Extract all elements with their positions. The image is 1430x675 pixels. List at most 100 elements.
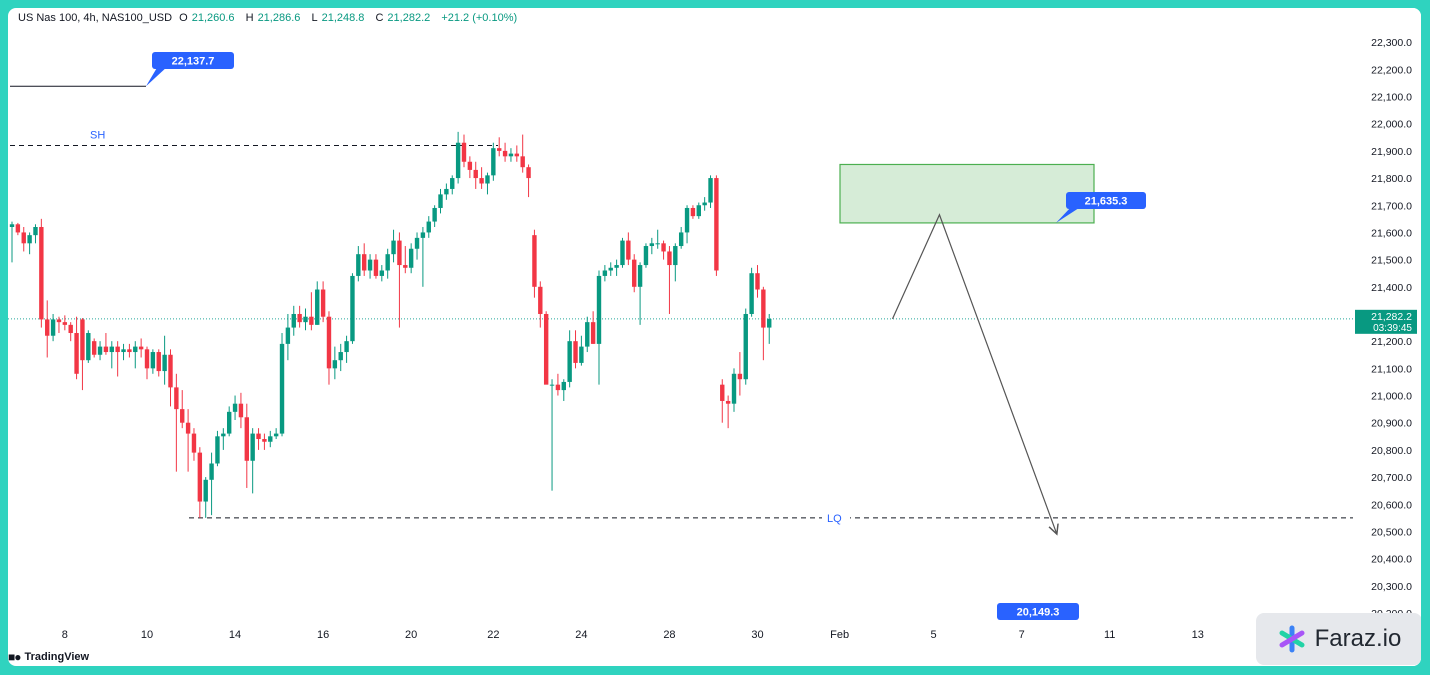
candle bbox=[97, 341, 103, 361]
candle bbox=[561, 379, 566, 401]
candle bbox=[297, 305, 302, 328]
candle-body bbox=[156, 352, 161, 372]
price-callout-21635-text: 21,635.3 bbox=[1085, 196, 1128, 208]
candle-body bbox=[203, 479, 208, 502]
candle-body bbox=[226, 411, 232, 434]
candle-body bbox=[450, 178, 455, 189]
candle-body bbox=[209, 463, 214, 480]
candle bbox=[56, 316, 62, 334]
candle-body bbox=[497, 148, 502, 151]
y-tick-label: 21,400.0 bbox=[1371, 282, 1412, 294]
candle bbox=[555, 373, 561, 396]
candle bbox=[585, 316, 590, 353]
candle bbox=[133, 341, 138, 369]
candle bbox=[508, 148, 514, 162]
candle-body bbox=[150, 352, 156, 369]
chart-panel[interactable]: SH LQ 22,137.7 21,635.3 20,149.3 22,300.0 22… bbox=[8, 8, 1421, 666]
candle bbox=[338, 343, 343, 372]
candles-layer bbox=[9, 131, 772, 518]
candle bbox=[761, 286, 766, 361]
annotation-layer-back: SH LQ bbox=[8, 85, 1353, 525]
price-callout-20149[interactable]: 20,149.3 bbox=[997, 603, 1079, 620]
symbol-info[interactable]: US Nas 100, 4h, NAS100_USD bbox=[18, 12, 173, 24]
price-callout-22137-pointer bbox=[146, 66, 168, 87]
candle bbox=[497, 137, 502, 157]
candle-body bbox=[27, 235, 32, 244]
current-price-tag[interactable]: 21,282.203:39:45 bbox=[1355, 309, 1417, 334]
candle-body bbox=[391, 240, 396, 255]
candle-body bbox=[320, 289, 326, 317]
faraz-logo-icon bbox=[1279, 625, 1305, 653]
candle bbox=[68, 322, 73, 342]
candle-body bbox=[596, 275, 602, 344]
candle-body bbox=[221, 433, 226, 437]
candle-body bbox=[232, 403, 238, 412]
price-axis-bg bbox=[1353, 8, 1421, 666]
candle-body bbox=[103, 346, 109, 353]
candle bbox=[315, 281, 320, 325]
price-axis[interactable]: 22,300.0 22,200.0 22,100.0 22,000.0 21,900.0… bbox=[1353, 8, 1421, 666]
candle-body bbox=[708, 178, 713, 203]
candle-body bbox=[162, 354, 167, 372]
price-callout-21635-box bbox=[1066, 192, 1146, 209]
candle-body bbox=[68, 324, 73, 334]
candle bbox=[755, 265, 760, 298]
price-callout-21635-pointer bbox=[1056, 206, 1082, 223]
candle-body bbox=[332, 360, 338, 369]
candle bbox=[479, 167, 484, 189]
supply-zone[interactable] bbox=[839, 163, 1095, 224]
candle bbox=[127, 343, 132, 358]
candle bbox=[403, 246, 408, 274]
candle-body bbox=[97, 346, 103, 355]
candle bbox=[238, 392, 244, 429]
candle bbox=[332, 346, 338, 380]
y-tick-label: 20,300.0 bbox=[1371, 581, 1412, 593]
candle bbox=[684, 205, 690, 244]
tradingview-mark-icon: ■● bbox=[8, 650, 21, 664]
y-tick-label: 22,000.0 bbox=[1371, 119, 1412, 131]
x-tick-label: 22 bbox=[487, 629, 499, 641]
candle-body bbox=[649, 243, 655, 247]
candle-body bbox=[285, 327, 291, 344]
candle-body bbox=[191, 433, 197, 453]
candle bbox=[273, 428, 279, 440]
candle-body bbox=[684, 207, 690, 233]
candle bbox=[115, 341, 120, 377]
time-axis[interactable]: 8 10 14 16 20 22 24 28 30 Feb 5 7 11 13 bbox=[62, 629, 1204, 641]
candle-body bbox=[373, 259, 379, 276]
candle bbox=[379, 265, 385, 282]
price-callout-22137[interactable]: 22,137.7 bbox=[146, 52, 234, 87]
candle-body bbox=[144, 349, 150, 369]
candle-body bbox=[567, 341, 572, 382]
candle bbox=[737, 352, 743, 396]
price-callout-21635[interactable]: 21,635.3 bbox=[1056, 192, 1146, 223]
candle bbox=[91, 338, 97, 358]
candle bbox=[27, 232, 32, 255]
tradingview-logo[interactable]: ■● TradingView bbox=[8, 650, 89, 664]
x-tick-label: 5 bbox=[931, 629, 937, 641]
candle bbox=[121, 343, 126, 361]
candle bbox=[162, 335, 167, 385]
candle bbox=[626, 232, 631, 266]
candle bbox=[232, 395, 238, 420]
candle-body bbox=[432, 207, 437, 222]
price-callout-22137-box bbox=[152, 52, 234, 69]
candle bbox=[743, 308, 748, 385]
x-tick-label: 7 bbox=[1019, 629, 1025, 641]
candle bbox=[191, 428, 197, 461]
candle-body bbox=[426, 221, 431, 233]
candle-body bbox=[667, 251, 672, 266]
candle-body bbox=[197, 452, 203, 502]
candle-body bbox=[520, 156, 525, 168]
faraz-watermark: Faraz.io bbox=[1256, 613, 1421, 665]
candle bbox=[21, 227, 26, 252]
y-tick-label: 20,500.0 bbox=[1371, 526, 1412, 538]
lq-label: LQ bbox=[827, 513, 842, 525]
projection-path[interactable] bbox=[891, 213, 1057, 534]
candle bbox=[33, 224, 38, 244]
candle bbox=[144, 346, 150, 380]
candle-body bbox=[749, 273, 754, 314]
ohlc-open: O 21,260.6 bbox=[179, 12, 238, 24]
candle bbox=[767, 313, 772, 344]
